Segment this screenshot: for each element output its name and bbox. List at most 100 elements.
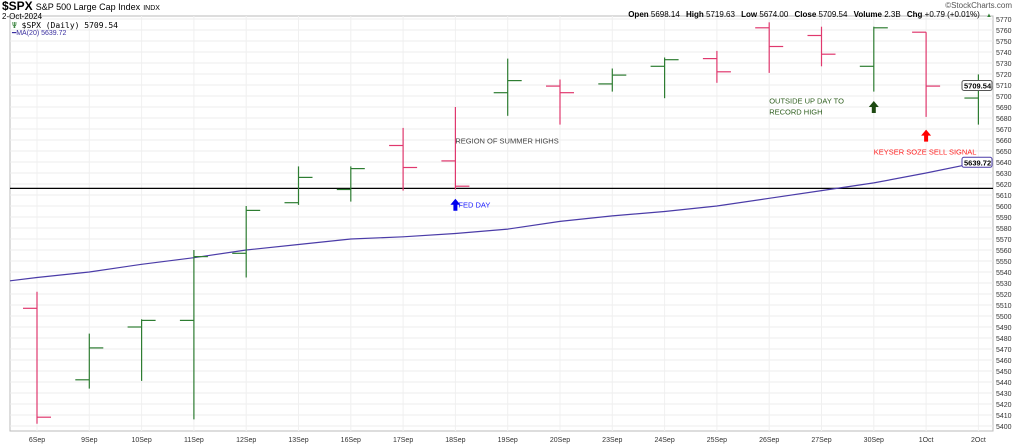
quote-value: 5674.00 — [759, 10, 791, 19]
y-tick-label: 5610 — [996, 193, 1012, 200]
y-tick-label: 5680 — [996, 116, 1012, 123]
ohlc-bar-13Sep — [284, 166, 313, 205]
annotation: KEYSER SOZE SELL SIGNAL — [874, 147, 977, 156]
y-tick-label: 5540 — [996, 270, 1012, 277]
x-tick-label: 10Sep — [131, 437, 151, 444]
y-tick-label: 5740 — [996, 50, 1012, 57]
y-tick-label: 5450 — [996, 369, 1012, 376]
y-tick-label: 5470 — [996, 347, 1012, 354]
quote-label: Low — [741, 10, 760, 19]
y-tick-label: 5770 — [996, 17, 1012, 24]
x-tick-label: 20Sep — [550, 437, 570, 444]
y-tick-label: 5620 — [996, 182, 1012, 189]
y-tick-label: 5420 — [996, 402, 1012, 409]
plot-area — [9, 15, 994, 432]
x-tick-label: 11Sep — [184, 437, 204, 444]
ohlc-bar-30Sep — [859, 26, 888, 92]
up-arrow-icon — [868, 101, 879, 113]
x-tick-label: 25Sep — [707, 437, 727, 444]
annotation: OUTSIDE UP DAY TO — [769, 97, 844, 106]
y-tick-label: 5500 — [996, 314, 1012, 321]
y-tick-label: 5530 — [996, 281, 1012, 288]
x-tick-label: 30Sep — [864, 437, 884, 444]
ohlc-bar-17Sep — [389, 127, 418, 191]
ohlc-bar-25Sep — [702, 50, 731, 83]
x-tick-label: 13Sep — [288, 437, 308, 444]
ohlc-bar-9Sep — [75, 333, 104, 389]
y-tick-label: 5700 — [996, 94, 1012, 101]
quote-label: Chg — [906, 10, 925, 19]
x-tick-label: 12Sep — [236, 437, 256, 444]
x-tick-label: 27Sep — [811, 437, 831, 444]
up-arrow-icon — [450, 198, 461, 211]
quote-value: 2.3B — [884, 10, 903, 19]
quote-label: Close — [794, 10, 819, 19]
up-arrow-icon — [921, 129, 932, 142]
ohlc-bar-10Sep — [127, 319, 156, 381]
up-arrow-icon: ▲ — [986, 13, 992, 19]
watermark: ©StockCharts.com — [945, 1, 1012, 10]
y-tick-label: 5650 — [996, 149, 1012, 156]
y-tick-label: 5440 — [996, 380, 1012, 387]
annotation: FED DAY — [458, 201, 490, 210]
legend-price: Ψ $SPX (Daily) 5709.54 — [12, 21, 118, 30]
ohlc-bar-24Sep — [650, 57, 679, 99]
y-tick-label: 5590 — [996, 215, 1012, 222]
x-tick-label: 1Oct — [919, 437, 934, 444]
x-tick-label: 16Sep — [341, 437, 361, 444]
legend-price-text: $SPX (Daily) 5709.54 — [21, 21, 118, 30]
y-tick-label: 5400 — [996, 424, 1012, 431]
chart-title: $SPX S&P 500 Large Cap Index INDX — [2, 0, 160, 15]
ohlc-bar-26Sep — [755, 22, 784, 73]
quote-value: 5709.54 — [818, 10, 850, 19]
quote-bar: Open 5698.14 High 5719.63 Low 5674.00 Cl… — [628, 10, 992, 21]
x-tick-label: 24Sep — [654, 437, 674, 444]
ohlc-bar-27Sep — [807, 26, 836, 67]
y-tick-label: 5490 — [996, 325, 1012, 332]
x-tick-label: 9Sep — [81, 437, 97, 444]
quote-value: 5719.63 — [706, 10, 738, 19]
y-tick-label: 5430 — [996, 391, 1012, 398]
ohlc-bar-6Sep — [23, 291, 51, 424]
y-tick-label: 5670 — [996, 127, 1012, 134]
y-tick-label: 5600 — [996, 204, 1012, 211]
ohlc-bar-16Sep — [336, 166, 365, 202]
ohlc-icon: Ψ — [12, 21, 17, 30]
y-tick-label: 5580 — [996, 226, 1012, 233]
ohlc-bar-11Sep — [179, 250, 208, 420]
ohlc-bar-18Sep — [441, 107, 470, 190]
y-tick-label: 5630 — [996, 171, 1012, 178]
y-tick-label: 5410 — [996, 413, 1012, 420]
y-tick-label: 5480 — [996, 336, 1012, 343]
ohlc-bar-20Sep — [546, 79, 574, 125]
y-tick-label: 5560 — [996, 248, 1012, 255]
legend-ma-text: MA(20) 5639.72 — [16, 30, 67, 37]
ohlc-bar-19Sep — [493, 58, 522, 116]
quote-label: Open — [628, 10, 651, 19]
ohlc-bar-12Sep — [232, 206, 261, 278]
last-price-label-box — [961, 80, 993, 92]
quote-label: Volume — [853, 10, 885, 19]
x-tick-label: 26Sep — [759, 437, 779, 444]
y-tick-label: 5660 — [996, 138, 1012, 145]
y-tick-label: 5730 — [996, 61, 1012, 68]
y-tick-label: 5710 — [996, 83, 1012, 90]
quote-value: +0.79 (+0.01%) — [924, 10, 983, 19]
ma-line-icon: ━ — [12, 30, 17, 37]
legend-ma: ━MA(20) 5639.72 — [12, 30, 66, 38]
annotation: REGION OF SUMMER HIGHS — [455, 136, 558, 145]
x-tick-label: 2Oct — [971, 437, 986, 444]
y-tick-label: 5460 — [996, 358, 1012, 365]
chart-date: 2-Oct-2024 — [2, 12, 43, 21]
y-tick-label: 5760 — [996, 28, 1012, 35]
index-name: S&P 500 Large Cap Index — [35, 2, 141, 12]
annotation: RECORD HIGH — [769, 108, 822, 117]
y-tick-label: 5550 — [996, 259, 1012, 266]
quote-label: High — [686, 10, 707, 19]
x-tick-label: 17Sep — [393, 437, 413, 444]
last-ma-label: 5639.72 — [964, 158, 991, 167]
ohlc-bar-23Sep — [598, 68, 627, 92]
x-tick-label: 19Sep — [498, 437, 518, 444]
y-tick-label: 5690 — [996, 105, 1012, 112]
